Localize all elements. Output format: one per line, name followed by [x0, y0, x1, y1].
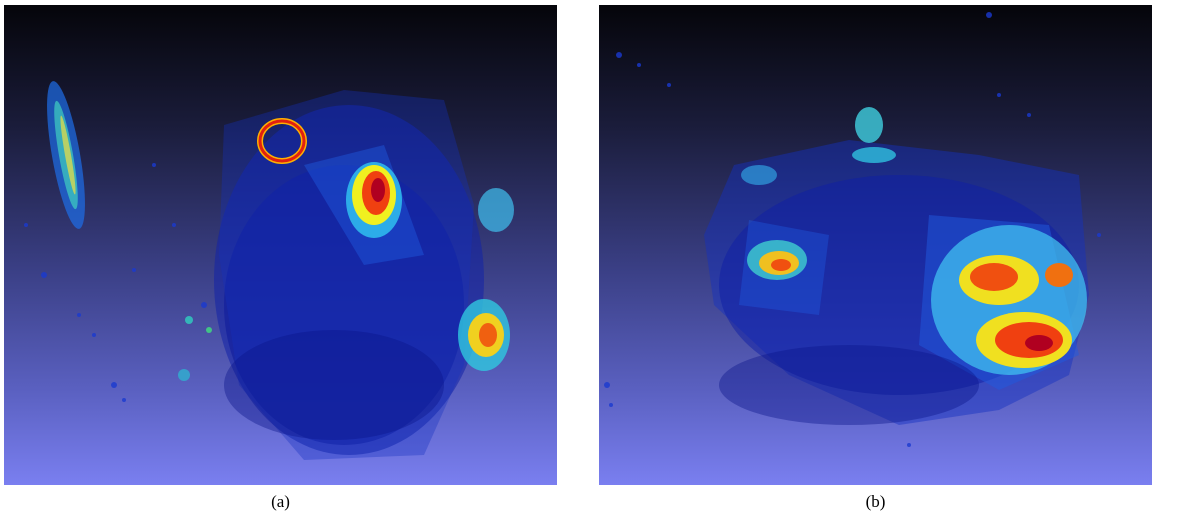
left-hotspot-b: [747, 240, 807, 280]
right-hotspot-a: [458, 188, 514, 371]
point-cloud-render-a: [24, 81, 514, 460]
point-cloud-image-b: [599, 5, 1152, 485]
scatter-points-a: [24, 163, 212, 402]
ring-hotspot-a: [257, 118, 307, 164]
scatter-points-b: [604, 12, 1101, 447]
point-cloud-image-a: [4, 5, 557, 485]
central-hotspot-a: [346, 162, 402, 238]
point-cloud-render-b: [604, 12, 1101, 447]
left-streak-a: [47, 81, 85, 229]
cloud-body-a: [214, 90, 484, 460]
caption-b: (b): [865, 492, 886, 511]
caption-a: (a): [271, 492, 290, 511]
top-cyan-bits-b: [741, 107, 896, 185]
right-hotspot-b: [931, 225, 1087, 375]
